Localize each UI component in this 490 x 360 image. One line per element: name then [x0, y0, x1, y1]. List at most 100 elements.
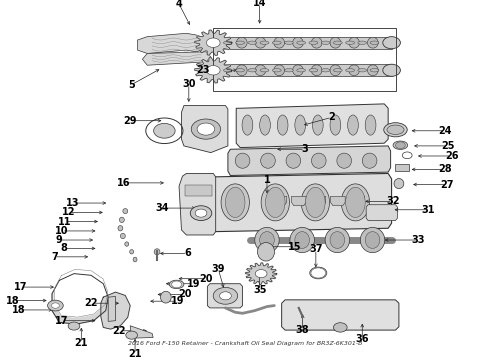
Text: 10: 10	[55, 226, 69, 236]
Text: 18: 18	[12, 305, 25, 315]
Ellipse shape	[330, 65, 341, 76]
Text: 14: 14	[253, 0, 267, 8]
Ellipse shape	[295, 231, 310, 248]
Ellipse shape	[309, 69, 318, 72]
Ellipse shape	[277, 115, 288, 135]
Circle shape	[48, 300, 63, 311]
Polygon shape	[282, 300, 399, 330]
Ellipse shape	[297, 41, 306, 44]
Ellipse shape	[221, 184, 249, 221]
Text: 23: 23	[196, 65, 210, 75]
Circle shape	[255, 270, 267, 278]
Text: 22: 22	[85, 298, 98, 308]
Ellipse shape	[295, 115, 306, 135]
Circle shape	[191, 119, 220, 139]
Ellipse shape	[286, 153, 301, 168]
Ellipse shape	[310, 267, 327, 279]
Text: 37: 37	[309, 244, 322, 254]
Ellipse shape	[330, 115, 341, 135]
Ellipse shape	[236, 69, 245, 72]
Ellipse shape	[333, 69, 342, 72]
Circle shape	[220, 292, 231, 300]
Text: 21: 21	[128, 349, 142, 359]
Polygon shape	[272, 196, 287, 206]
Ellipse shape	[341, 184, 369, 221]
Ellipse shape	[321, 69, 330, 72]
Text: 6: 6	[184, 248, 191, 258]
Bar	[213, 28, 396, 91]
Text: 32: 32	[386, 196, 399, 206]
Text: 33: 33	[412, 235, 425, 245]
Ellipse shape	[274, 65, 285, 76]
Text: 29: 29	[123, 116, 137, 126]
Polygon shape	[54, 269, 108, 317]
Ellipse shape	[160, 291, 171, 303]
Circle shape	[213, 287, 238, 304]
Ellipse shape	[260, 115, 270, 135]
Polygon shape	[108, 297, 116, 321]
Ellipse shape	[309, 41, 318, 44]
Text: 27: 27	[440, 180, 454, 190]
Ellipse shape	[365, 115, 376, 135]
Text: 34: 34	[155, 203, 169, 213]
Polygon shape	[223, 64, 392, 76]
Text: 21: 21	[74, 338, 88, 348]
Ellipse shape	[225, 187, 245, 217]
Text: 15: 15	[288, 242, 302, 252]
Text: 22: 22	[112, 326, 126, 336]
Ellipse shape	[154, 249, 160, 255]
Ellipse shape	[345, 69, 354, 72]
Ellipse shape	[370, 69, 379, 72]
Ellipse shape	[358, 41, 367, 44]
Circle shape	[206, 38, 220, 48]
Polygon shape	[395, 165, 409, 171]
Ellipse shape	[261, 184, 290, 221]
Ellipse shape	[345, 41, 354, 44]
Polygon shape	[138, 33, 206, 54]
Ellipse shape	[313, 115, 323, 135]
Ellipse shape	[301, 184, 330, 221]
Text: 1: 1	[264, 175, 270, 185]
Ellipse shape	[370, 41, 379, 44]
Ellipse shape	[236, 37, 247, 48]
Circle shape	[383, 64, 400, 76]
Ellipse shape	[365, 231, 380, 248]
Text: 12: 12	[62, 207, 76, 217]
Ellipse shape	[255, 37, 266, 48]
Ellipse shape	[394, 179, 404, 189]
Ellipse shape	[358, 69, 367, 72]
Ellipse shape	[297, 69, 306, 72]
Ellipse shape	[311, 37, 322, 48]
Circle shape	[154, 123, 175, 138]
Text: 17: 17	[14, 282, 27, 292]
Polygon shape	[245, 263, 277, 284]
Ellipse shape	[257, 243, 274, 261]
Ellipse shape	[384, 123, 407, 137]
Ellipse shape	[260, 231, 274, 248]
Text: 4: 4	[175, 0, 182, 9]
Polygon shape	[185, 185, 212, 196]
Ellipse shape	[293, 65, 303, 76]
Text: 30: 30	[182, 79, 196, 89]
Text: 39: 39	[212, 265, 225, 274]
Text: 5: 5	[128, 80, 135, 90]
Ellipse shape	[368, 65, 378, 76]
Circle shape	[206, 66, 220, 75]
Ellipse shape	[120, 217, 124, 222]
Ellipse shape	[266, 187, 285, 217]
Circle shape	[172, 281, 181, 288]
Ellipse shape	[236, 65, 247, 76]
Ellipse shape	[349, 37, 360, 48]
Ellipse shape	[333, 41, 342, 44]
Ellipse shape	[255, 228, 279, 253]
Ellipse shape	[293, 37, 303, 48]
Ellipse shape	[306, 187, 325, 217]
Text: 19: 19	[171, 296, 185, 306]
Ellipse shape	[118, 226, 123, 231]
Ellipse shape	[349, 65, 360, 76]
Ellipse shape	[285, 69, 294, 72]
Text: 16: 16	[117, 178, 131, 188]
Circle shape	[190, 206, 212, 221]
Ellipse shape	[260, 69, 269, 72]
Ellipse shape	[121, 233, 125, 239]
